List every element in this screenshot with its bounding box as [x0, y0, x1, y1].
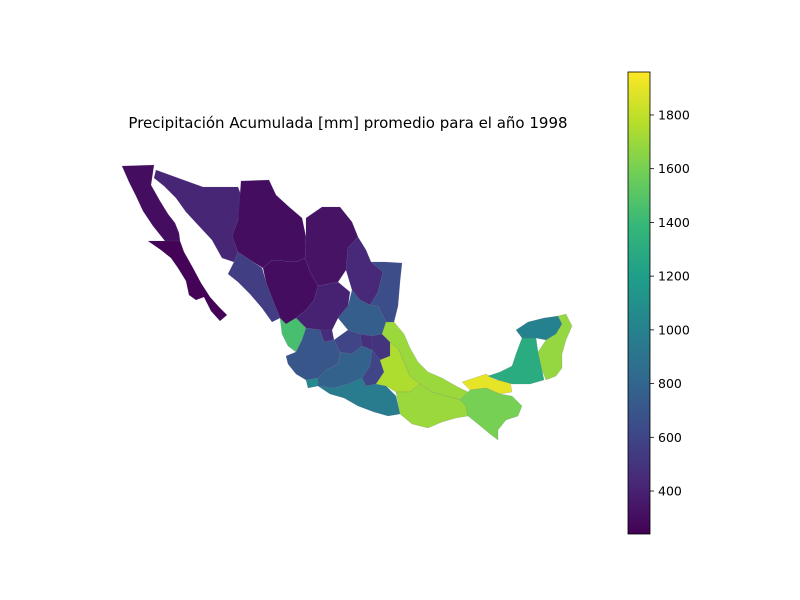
- state-quintana-roo: [537, 313, 573, 381]
- state-chihuahua: [231, 179, 307, 269]
- mexico-choropleth-map: [121, 164, 573, 441]
- state-campeche: [487, 337, 545, 385]
- state-baja-california: [121, 164, 181, 242]
- colorbar-ticks: 400 600 800 1000 1200 1400 1600 1800: [650, 107, 690, 499]
- state-baja-california-sur: [147, 240, 228, 322]
- colorbar-frame: [627, 71, 651, 535]
- colorbar-tick-label-800: 800: [658, 376, 682, 391]
- colorbar-tick-label-1400: 1400: [658, 215, 690, 230]
- colorbar-tick-label-1200: 1200: [658, 269, 690, 284]
- colorbar-tick-label-1600: 1600: [658, 161, 690, 176]
- figure-title: Precipitación Acumulada [mm] promedio pa…: [128, 114, 567, 132]
- colorbar-tick-label-400: 400: [658, 484, 682, 499]
- colorbar-tick-label-600: 600: [658, 430, 682, 445]
- state-chiapas: [459, 387, 523, 441]
- colorbar: 400 600 800 1000 1200 1400 1600 1800: [627, 71, 690, 535]
- colorbar-tick-label-1000: 1000: [658, 322, 690, 337]
- colorbar-gradient: [628, 72, 650, 534]
- colorbar-tick-label-1800: 1800: [658, 107, 690, 122]
- state-guerrero: [317, 377, 401, 417]
